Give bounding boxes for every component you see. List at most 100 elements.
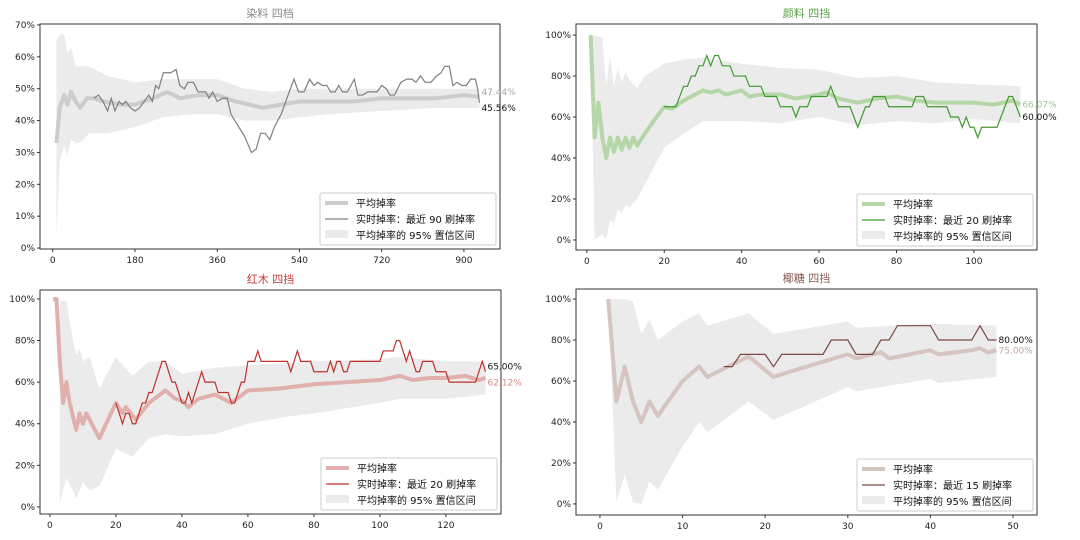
x-tick-label: 40	[925, 522, 937, 532]
y-tick-label: 40%	[15, 117, 35, 127]
y-tick-label: 0%	[21, 244, 36, 254]
y-tick-label: 0%	[21, 503, 36, 513]
y-tick-label: 0%	[557, 500, 572, 510]
realtime-end-label: 60.00%	[1022, 113, 1057, 123]
axes-frame	[575, 288, 1038, 516]
legend-box	[856, 458, 1034, 512]
legend-mean-label: 平均掉率	[893, 463, 933, 476]
legend-mean-label: 平均掉率	[893, 198, 933, 211]
x-tick-label: 540	[291, 256, 308, 266]
y-tick-label: 60%	[551, 113, 571, 123]
x-tick-label: 100	[965, 257, 982, 267]
y-tick-label: 10%	[15, 212, 35, 222]
y-tick-label: 20%	[15, 461, 35, 471]
y-tick-label: 40%	[15, 420, 35, 430]
x-tick-label: 80	[891, 257, 903, 267]
mean-rate-line	[606, 298, 997, 424]
confidence-band	[608, 299, 997, 504]
x-tick-label: 20	[659, 257, 671, 267]
y-tick-label: 80%	[15, 337, 35, 347]
mean-rate-line	[588, 34, 1022, 161]
subplot-title: 颜料 四挡	[783, 6, 831, 20]
y-tick-label: 80%	[551, 336, 571, 346]
legend-ci-label: 平均掉率的 95% 置信区间	[893, 230, 1012, 243]
legend-realtime-label: 实时掉率：最近 20 刷掉率	[357, 478, 476, 491]
mean-rate-line	[54, 89, 480, 144]
x-tick-label: 60	[813, 257, 825, 267]
y-tick-label: 80%	[551, 72, 571, 82]
x-tick-label: 60	[242, 521, 254, 531]
x-tick-label: 20	[759, 522, 771, 532]
subplot-2: 0 20 40 60 80 100 0% 20% 40% 60% 80% 100% 颜料 四挡 66.07…	[545, 6, 1057, 267]
y-tick-label: 30%	[15, 148, 35, 158]
subplot-title: 染料 四档	[246, 6, 294, 20]
realtime-end-label: 80.00%	[999, 336, 1034, 346]
x-tick-label: 30	[842, 522, 854, 532]
x-tick-label: 0	[50, 256, 56, 266]
realtime-rate-line	[115, 339, 487, 426]
x-tick-label: 120	[437, 521, 454, 531]
legend-ci-label: 平均掉率的 95% 置信区间	[357, 494, 476, 507]
x-tick-label: 180	[126, 256, 143, 266]
mean-end-label: 66.07%	[1022, 101, 1057, 111]
legend-ci-label: 平均掉率的 95% 置信区间	[356, 229, 475, 242]
legend-mean-label: 平均掉率	[357, 462, 397, 475]
y-tick-label: 100%	[545, 31, 571, 41]
y-tick-label: 40%	[551, 418, 571, 428]
x-tick-label: 40	[736, 257, 748, 267]
x-tick-label: 360	[209, 256, 226, 266]
subplot-title: 红木 四挡	[247, 272, 295, 286]
confidence-band	[56, 34, 480, 239]
subplot-1: 0 180 360 540 720 900 0% 10% 20% 30% 40% 50% 60% 70% 染…	[15, 6, 516, 266]
y-tick-label: 0%	[557, 236, 572, 246]
realtime-end-label: 45.56%	[481, 104, 516, 114]
x-tick-label: 720	[373, 256, 390, 266]
mean-end-label: 75.00%	[999, 346, 1034, 356]
confidence-band	[590, 35, 1021, 240]
y-tick-label: 20%	[15, 180, 35, 190]
mean-end-label: 47.44%	[481, 88, 516, 98]
x-tick-label: 50	[1007, 522, 1019, 532]
y-tick-label: 100%	[545, 295, 571, 305]
legend-box	[320, 457, 498, 511]
subplot-title: 椰糖 四挡	[783, 271, 831, 285]
y-tick-label: 50%	[15, 85, 35, 95]
y-tick-label: 60%	[551, 377, 571, 387]
confidence-band	[59, 301, 486, 503]
legend-mean-label: 平均掉率	[356, 197, 396, 210]
legend-ci-swatch	[326, 495, 349, 503]
axes-frame	[39, 23, 501, 250]
mean-end-label: 62.12%	[487, 379, 522, 389]
subplot-3: 0 20 40 60 80 100 120 0% 20% 40% 60% 80% 100% 红木 四挡 62…	[9, 272, 522, 531]
x-tick-label: 0	[584, 257, 590, 267]
subplot-4: 0 10 20 30 40 50 0% 20% 40% 60% 80% 100% 椰糖 四挡 75.00%…	[545, 271, 1038, 532]
legend-realtime-label: 实时掉率：最近 90 刷掉率	[356, 213, 475, 226]
y-tick-label: 40%	[551, 154, 571, 164]
legend-realtime-label: 实时掉率：最近 20 刷掉率	[893, 214, 1012, 227]
legend-ci-swatch	[862, 496, 885, 504]
legend-ci-swatch	[862, 231, 885, 239]
axes-frame	[575, 23, 1038, 251]
realtime-end-label: 65.00%	[487, 363, 522, 373]
x-tick-label: 900	[455, 256, 472, 266]
legend-realtime-label: 实时掉率：最近 15 刷掉率	[893, 479, 1012, 492]
y-tick-label: 60%	[15, 378, 35, 388]
y-tick-label: 70%	[15, 21, 35, 31]
legend-box	[856, 193, 1034, 247]
x-tick-label: 20	[110, 521, 122, 531]
x-tick-label: 10	[677, 522, 689, 532]
axes-frame	[39, 289, 502, 515]
legend-ci-label: 平均掉率的 95% 置信区间	[893, 495, 1012, 508]
realtime-rate-line	[664, 53, 1021, 140]
y-tick-label: 20%	[551, 459, 571, 469]
y-tick-label: 100%	[9, 295, 35, 305]
x-tick-label: 100	[371, 521, 388, 531]
legend-ci-swatch	[325, 230, 348, 238]
realtime-rate-line	[93, 65, 481, 154]
